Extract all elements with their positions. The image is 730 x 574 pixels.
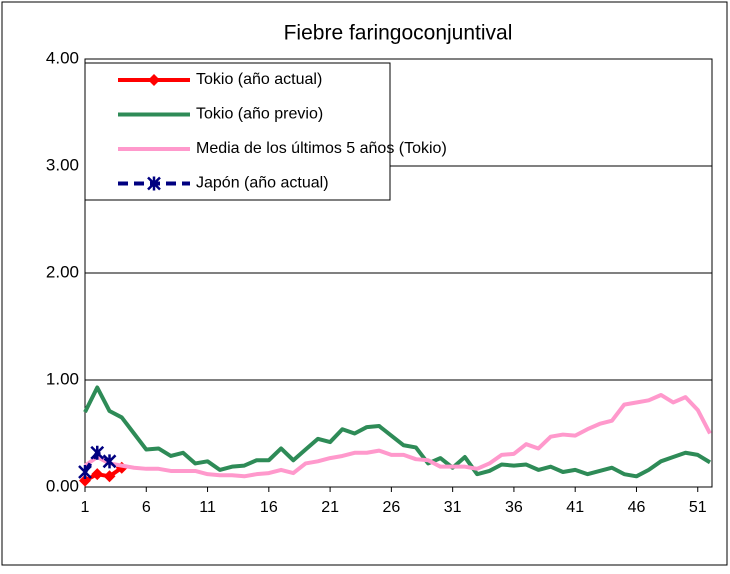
x-tick-label: 16 bbox=[260, 499, 278, 516]
x-tick-label: 26 bbox=[382, 499, 400, 516]
plot-frame bbox=[84, 58, 713, 488]
legend-box bbox=[84, 62, 391, 201]
x-tick-label: 46 bbox=[628, 499, 646, 516]
x-tick-label: 51 bbox=[689, 499, 707, 516]
x-tick-label: 41 bbox=[566, 499, 584, 516]
legend-label: Japón (año actual) bbox=[196, 175, 329, 192]
series-line bbox=[83, 385, 712, 479]
point bbox=[148, 74, 160, 86]
y-tick-label: 3.00 bbox=[46, 155, 79, 174]
series-group bbox=[78, 385, 712, 487]
x-tick-label: 6 bbox=[142, 499, 151, 516]
x-tick-label: 36 bbox=[505, 499, 523, 516]
chart-title: Fiebre faringoconjuntival bbox=[284, 22, 513, 45]
x-tick-label: 11 bbox=[199, 499, 216, 516]
point bbox=[103, 470, 116, 483]
point bbox=[78, 465, 92, 480]
series-line bbox=[83, 392, 712, 479]
point bbox=[102, 454, 117, 469]
x-tick-label: 21 bbox=[321, 499, 339, 516]
point bbox=[90, 445, 105, 460]
legend: Tokio (año actual) Tokio (año previo) Medi… bbox=[84, 62, 447, 201]
y-tick-label: 2.00 bbox=[46, 262, 79, 281]
y-tick-label: 0.00 bbox=[46, 476, 79, 495]
x-tick-label: 1 bbox=[81, 499, 90, 516]
legend-label: Media de los últimos 5 años (Tokio) bbox=[196, 140, 447, 157]
point bbox=[91, 468, 104, 481]
legend-label: Tokio (año previo) bbox=[196, 106, 323, 123]
y-tick-label: 1.00 bbox=[46, 369, 79, 388]
point bbox=[79, 474, 91, 487]
y-tick-label: 4.00 bbox=[46, 48, 79, 67]
point bbox=[147, 176, 161, 191]
x-tick-label: 31 bbox=[444, 499, 462, 516]
legend-label: Tokio (año actual) bbox=[196, 71, 322, 88]
